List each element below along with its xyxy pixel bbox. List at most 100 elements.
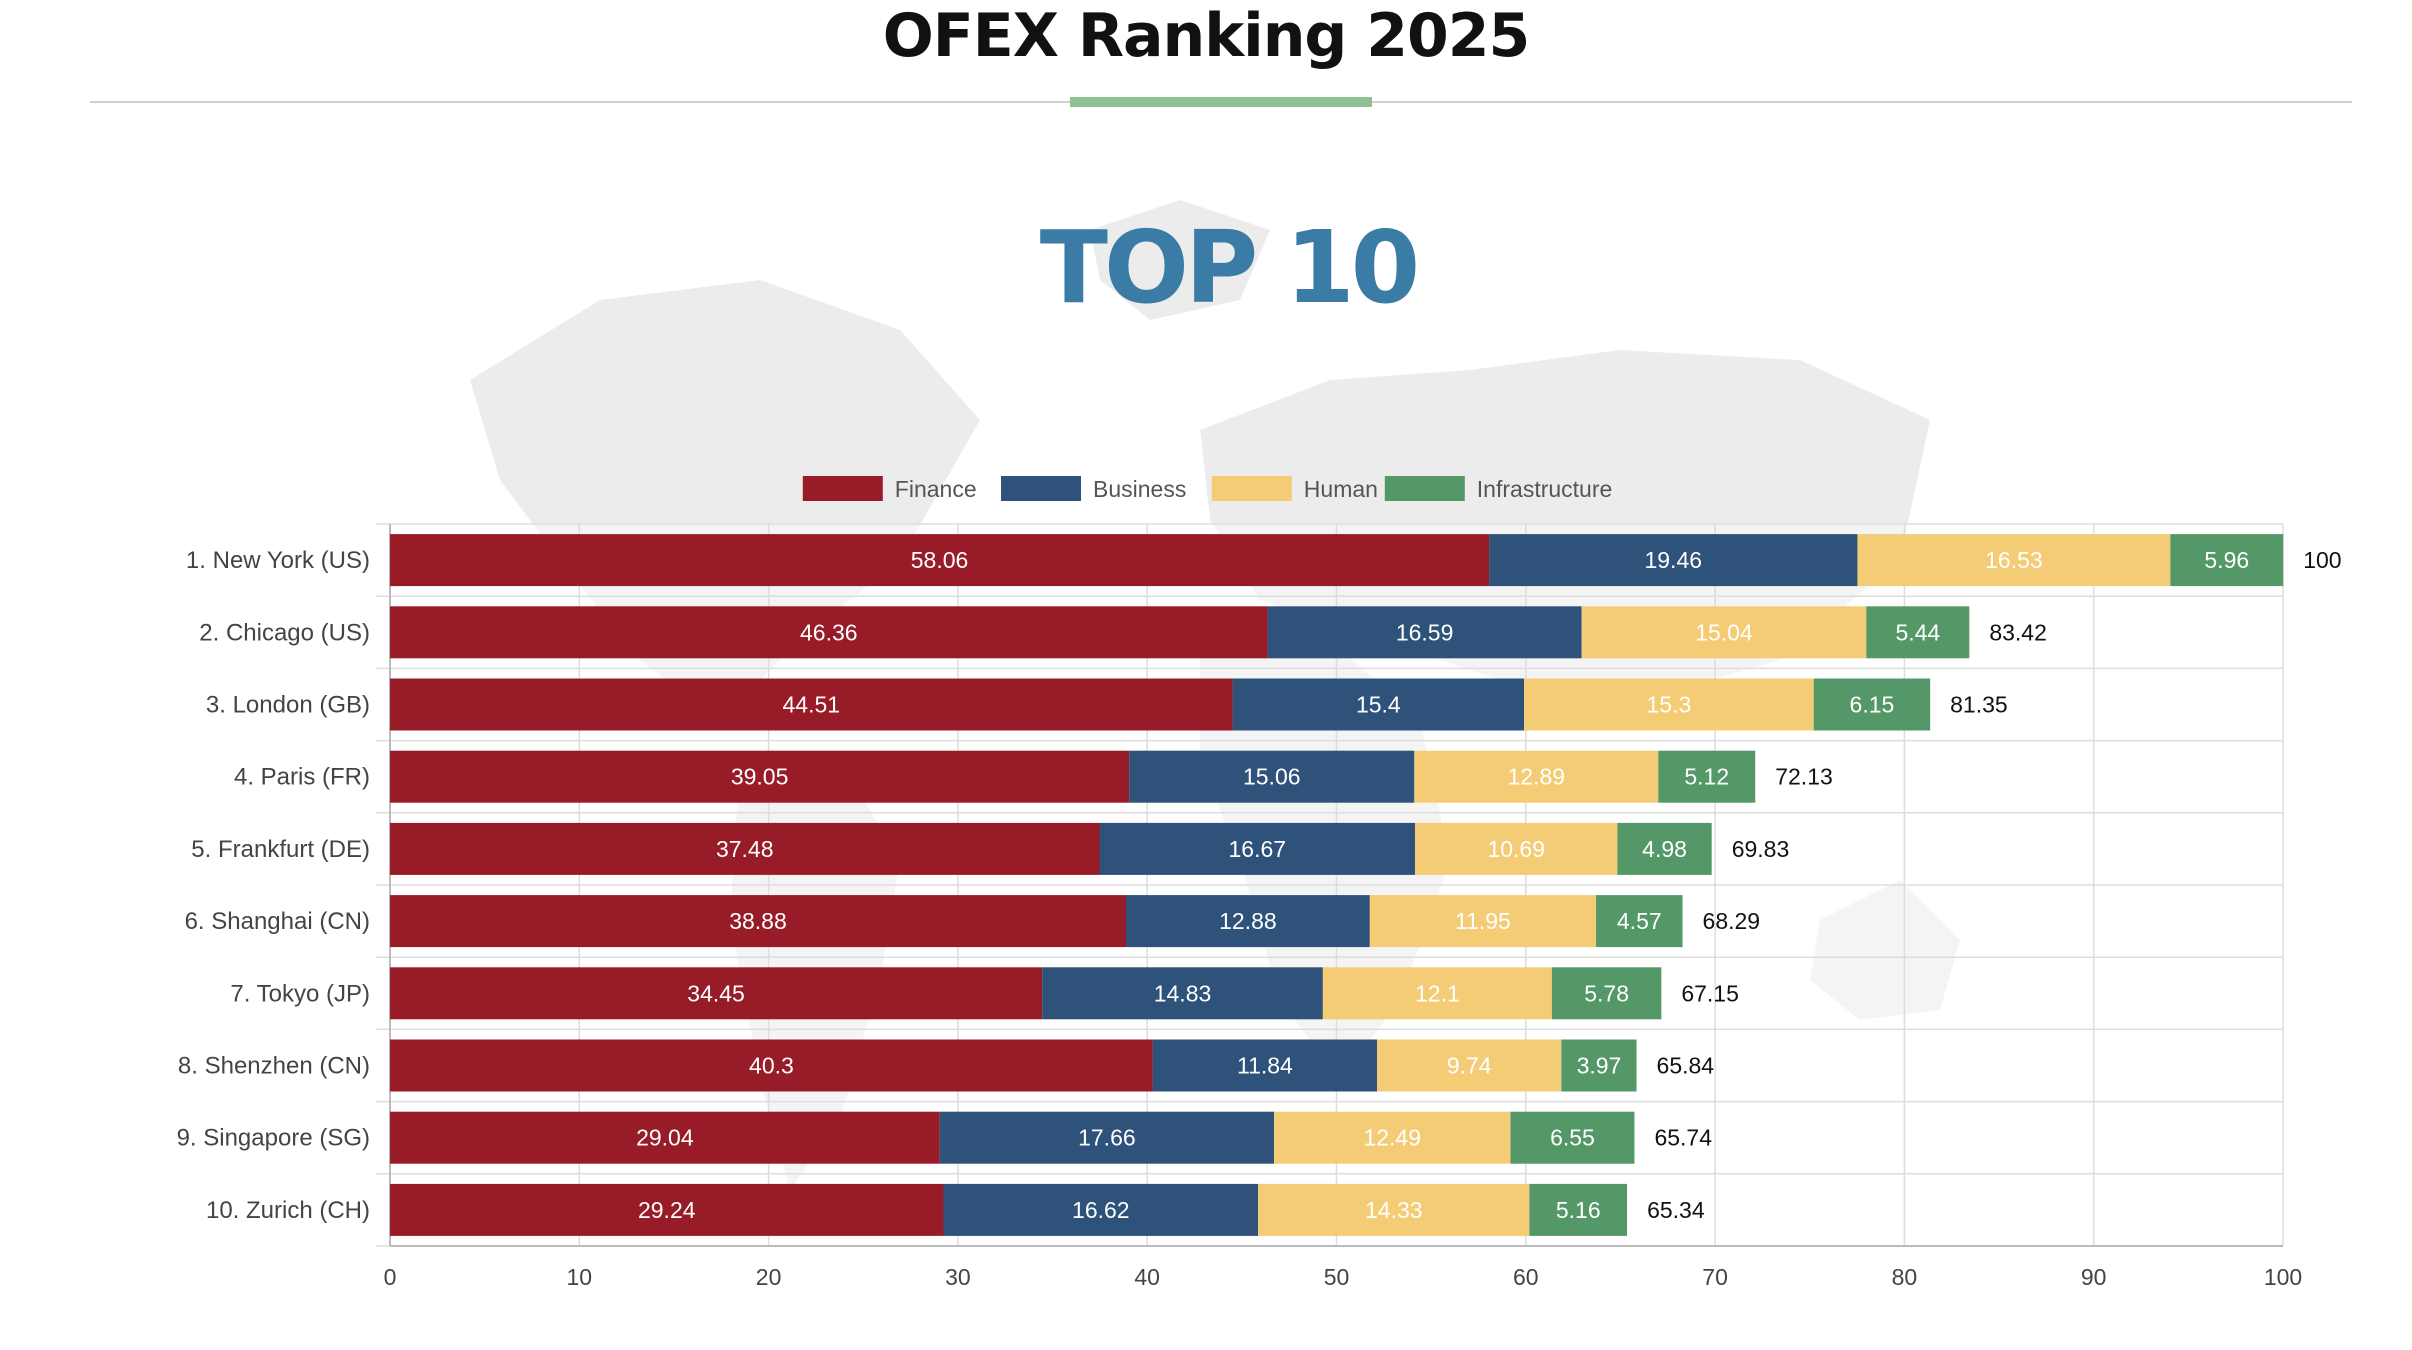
data-label-finance: 46.36 bbox=[800, 619, 858, 645]
data-label-finance: 29.04 bbox=[636, 1125, 694, 1151]
legend-label-finance: Finance bbox=[895, 476, 977, 502]
bar-finance bbox=[390, 1111, 940, 1164]
data-label-human: 14.33 bbox=[1365, 1197, 1423, 1223]
bar-finance bbox=[390, 822, 1100, 875]
total-label: 72.13 bbox=[1775, 764, 1833, 790]
page-title: OFEX Ranking 2025 bbox=[882, 1, 1531, 71]
data-label-infrastructure: 5.12 bbox=[1684, 764, 1729, 790]
bar-human bbox=[1414, 750, 1659, 803]
bar-infrastructure bbox=[1510, 1111, 1635, 1164]
category-label: 5. Frankfurt (DE) bbox=[191, 836, 370, 863]
total-label: 69.83 bbox=[1732, 836, 1790, 862]
data-label-finance: 40.3 bbox=[749, 1053, 794, 1079]
map-landmass-2 bbox=[1090, 200, 1270, 320]
bar-business bbox=[1152, 1039, 1378, 1092]
data-label-human: 11.95 bbox=[1455, 908, 1511, 934]
bar-infrastructure bbox=[1866, 606, 1970, 659]
bar-human bbox=[1369, 895, 1597, 948]
chart-subtitle: TOP 10 bbox=[1040, 209, 1417, 326]
x-tick-label: 50 bbox=[1324, 1264, 1350, 1290]
bar-finance bbox=[390, 678, 1233, 731]
data-label-finance: 37.48 bbox=[716, 836, 774, 862]
data-label-infrastructure: 5.44 bbox=[1895, 619, 1940, 645]
bar-business bbox=[1099, 822, 1416, 875]
chart-legend: Finance Business Human Infrastructure bbox=[802, 476, 1613, 502]
total-label: 65.74 bbox=[1654, 1125, 1712, 1151]
data-label-finance: 58.06 bbox=[911, 547, 969, 573]
bar-infrastructure bbox=[1617, 822, 1712, 875]
data-label-infrastructure: 3.97 bbox=[1577, 1053, 1622, 1079]
data-label-infrastructure: 5.78 bbox=[1584, 980, 1629, 1006]
data-label-finance: 29.24 bbox=[638, 1197, 696, 1223]
x-tick-label: 70 bbox=[1702, 1264, 1728, 1290]
bar-infrastructure bbox=[1529, 1183, 1628, 1236]
legend-swatch-business bbox=[1001, 476, 1081, 501]
category-label: 3. London (GB) bbox=[206, 692, 370, 719]
bar-human bbox=[1857, 534, 2171, 587]
data-label-business: 11.84 bbox=[1237, 1053, 1293, 1079]
bar-business bbox=[1125, 895, 1370, 948]
bar-infrastructure bbox=[1596, 895, 1683, 948]
category-label: 10. Zurich (CH) bbox=[206, 1197, 370, 1224]
x-tick-label: 30 bbox=[945, 1264, 971, 1290]
bar-human bbox=[1274, 1111, 1511, 1164]
bar-area bbox=[390, 534, 2284, 1236]
legend-label-infrastructure: Infrastructure bbox=[1477, 476, 1613, 502]
data-label-finance: 39.05 bbox=[731, 764, 789, 790]
bar-infrastructure bbox=[1551, 967, 1662, 1020]
data-label-human: 9.74 bbox=[1447, 1053, 1492, 1079]
x-tick-label: 60 bbox=[1513, 1264, 1539, 1290]
total-label: 67.15 bbox=[1681, 980, 1739, 1006]
data-label-infrastructure: 6.55 bbox=[1550, 1125, 1595, 1151]
category-label: 4. Paris (FR) bbox=[234, 764, 370, 791]
title-accent-bar bbox=[1070, 97, 1372, 107]
category-label: 7. Tokyo (JP) bbox=[230, 980, 370, 1007]
x-tick-label: 40 bbox=[1134, 1264, 1160, 1290]
bar-human bbox=[1258, 1183, 1530, 1236]
bar-business bbox=[939, 1111, 1275, 1164]
category-label: 6. Shanghai (CN) bbox=[185, 908, 370, 935]
data-label-human: 16.53 bbox=[1985, 547, 2043, 573]
bar-infrastructure bbox=[1658, 750, 1756, 803]
x-tick-label: 80 bbox=[1892, 1264, 1918, 1290]
x-tick-label: 0 bbox=[384, 1264, 397, 1290]
x-tick-label: 90 bbox=[2081, 1264, 2107, 1290]
bar-finance bbox=[390, 895, 1126, 948]
data-label-finance: 38.88 bbox=[729, 908, 787, 934]
data-label-business: 12.88 bbox=[1219, 908, 1277, 934]
data-label-infrastructure: 4.57 bbox=[1617, 908, 1662, 934]
category-label: 9. Singapore (SG) bbox=[177, 1125, 370, 1152]
total-label: 68.29 bbox=[1703, 908, 1761, 934]
data-label-business: 17.66 bbox=[1078, 1125, 1136, 1151]
bar-business bbox=[1042, 967, 1323, 1020]
x-tick-label: 100 bbox=[2264, 1264, 2302, 1290]
total-label: 65.84 bbox=[1657, 1053, 1715, 1079]
category-label: 8. Shenzhen (CN) bbox=[178, 1053, 370, 1080]
total-label: 65.34 bbox=[1647, 1197, 1705, 1223]
bar-business bbox=[1489, 534, 1858, 587]
data-label-business: 15.4 bbox=[1356, 692, 1401, 718]
bar-infrastructure bbox=[2170, 534, 2284, 587]
legend-label-business: Business bbox=[1093, 476, 1186, 502]
bar-infrastructure bbox=[1813, 678, 1931, 731]
data-label-infrastructure: 5.16 bbox=[1556, 1197, 1601, 1223]
bar-business bbox=[1129, 750, 1415, 803]
data-label-business: 16.62 bbox=[1072, 1197, 1130, 1223]
x-tick-label: 10 bbox=[567, 1264, 593, 1290]
data-label-infrastructure: 6.15 bbox=[1850, 692, 1895, 718]
legend-swatch-infrastructure bbox=[1384, 476, 1465, 501]
label-area: 0 10 20 30 40 50 60 70 80 90 100 1. New York (US) 58… bbox=[177, 547, 2342, 1290]
data-label-human: 10.69 bbox=[1487, 836, 1545, 862]
data-label-human: 12.89 bbox=[1508, 764, 1566, 790]
bar-business bbox=[943, 1183, 1259, 1236]
legend-label-human: Human bbox=[1304, 476, 1378, 502]
bar-finance bbox=[390, 534, 1490, 587]
bar-business bbox=[1232, 678, 1525, 731]
data-label-business: 19.46 bbox=[1644, 547, 1702, 573]
data-label-business: 14.83 bbox=[1154, 980, 1212, 1006]
legend-swatch-human bbox=[1211, 476, 1292, 501]
data-label-finance: 34.45 bbox=[687, 980, 745, 1006]
bar-finance bbox=[390, 967, 1043, 1020]
data-label-business: 16.59 bbox=[1396, 619, 1454, 645]
